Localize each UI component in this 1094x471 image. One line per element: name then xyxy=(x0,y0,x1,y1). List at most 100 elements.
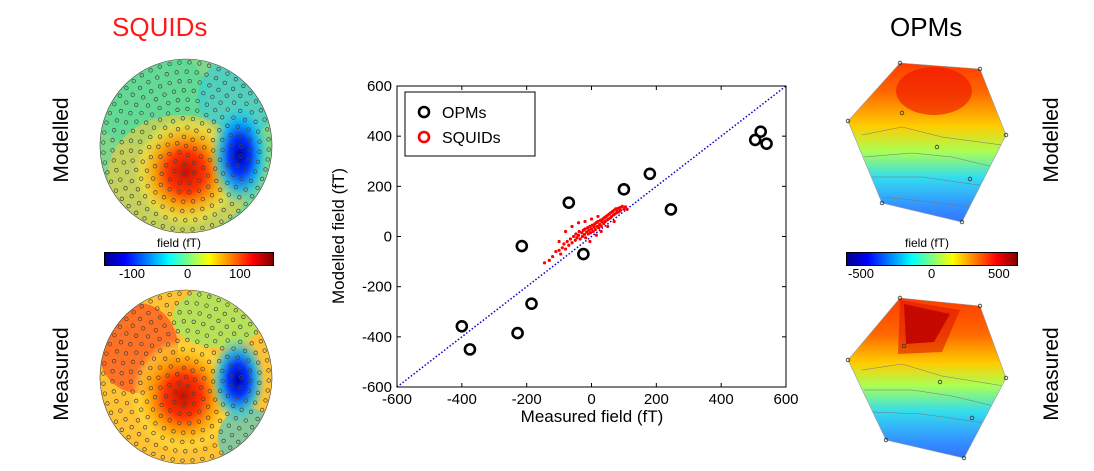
sensor-dot xyxy=(150,176,156,181)
sensor-dot xyxy=(220,402,226,407)
squid-point xyxy=(565,239,569,244)
sensor-dot xyxy=(225,354,230,359)
sensor-dot xyxy=(145,414,150,420)
squid-point xyxy=(563,247,568,251)
sensor-dot xyxy=(112,332,117,338)
sensor-dot xyxy=(187,411,192,417)
sensor-dot xyxy=(148,154,154,160)
sensor-dot xyxy=(187,60,192,65)
squid-point xyxy=(583,227,587,231)
sensor-dot xyxy=(187,291,192,296)
sensor-dot xyxy=(219,450,224,455)
sensor-dot xyxy=(148,365,153,371)
sensor-dot xyxy=(129,425,134,430)
sensor-dot xyxy=(123,417,128,422)
sensor-dot xyxy=(128,379,134,384)
legend-opms-label: OPMs xyxy=(442,105,486,122)
sensor-dot xyxy=(130,323,135,328)
sensor-dot xyxy=(184,300,189,305)
opm-point xyxy=(754,125,768,138)
sensor-dot xyxy=(134,119,139,124)
sensor-dot xyxy=(209,454,215,459)
squid-point xyxy=(591,229,595,234)
squid-point xyxy=(594,233,598,237)
squids-colorbar-tick-pos: 100 xyxy=(229,266,251,281)
sensor-dot xyxy=(206,184,211,189)
sensor-dot xyxy=(113,188,119,193)
sensor-dot xyxy=(156,375,161,380)
sensor-dot xyxy=(253,350,258,355)
sensor-dot xyxy=(148,385,154,391)
legend-opms-marker xyxy=(417,105,431,119)
sensor-dot xyxy=(177,310,182,315)
sensor-dot xyxy=(243,398,249,403)
sensor-dot xyxy=(181,88,186,93)
sensor-dot xyxy=(248,378,253,383)
y-tick-label: -400 xyxy=(362,329,392,346)
sensor-dot xyxy=(201,321,206,327)
sensor-dot xyxy=(212,443,217,448)
sensor-dot xyxy=(182,162,187,167)
sensor-dot xyxy=(230,317,236,322)
sensor-dot xyxy=(107,110,113,116)
sensor-dot xyxy=(225,71,230,76)
squids-modelled-topomap xyxy=(99,58,273,234)
sensor-dot xyxy=(218,388,223,393)
scatter-chart: -600 -400 -200 0 200 400 600 -600 -400 -200 0 200 40… xyxy=(329,78,799,426)
sensor-dot xyxy=(124,85,129,91)
sensor-dot xyxy=(157,84,163,89)
sensor-dot xyxy=(184,69,189,74)
sensor-dot xyxy=(151,356,157,361)
y-tick-label: 600 xyxy=(367,78,392,95)
sensor-dot xyxy=(138,149,143,154)
sensor-dot xyxy=(141,95,146,100)
sensor-dot xyxy=(161,195,167,200)
sensor-dot xyxy=(192,146,197,151)
sensor-dot xyxy=(143,194,148,199)
sensor-dot xyxy=(171,89,177,94)
sensor-dot xyxy=(164,303,169,308)
sensor-dot xyxy=(206,359,212,364)
sensor-dot xyxy=(265,127,270,132)
sensor-dot xyxy=(167,311,172,317)
squid-point xyxy=(568,237,573,241)
sensor-dot xyxy=(266,137,271,142)
sensor-dot xyxy=(157,348,163,353)
sensor-dot xyxy=(192,170,197,175)
sensor-dot xyxy=(225,393,231,398)
sensor-dot xyxy=(134,167,139,173)
sensor-dot xyxy=(117,93,123,98)
sensor-dot xyxy=(185,356,190,361)
sensor-dot xyxy=(147,144,152,150)
sensor-dot xyxy=(101,140,106,145)
sensor-dot xyxy=(120,129,126,135)
sensor-dot xyxy=(140,360,145,366)
sensor-dot xyxy=(197,80,202,85)
sensor-dot xyxy=(181,430,186,435)
sensor-dot xyxy=(256,360,261,365)
sensor-dot xyxy=(257,370,262,375)
sensor-dot xyxy=(257,380,262,385)
sensor-dot xyxy=(145,206,150,212)
sensor-dot xyxy=(239,176,244,181)
opms-modelled-label: Modelled xyxy=(1040,97,1063,183)
opm-point xyxy=(643,167,657,181)
sensor-dot xyxy=(248,91,253,96)
sensor-dot xyxy=(204,343,209,349)
sensor-dot xyxy=(228,133,233,138)
opm-point xyxy=(562,196,576,209)
opm-point xyxy=(760,137,773,150)
sensor-dot xyxy=(128,148,134,153)
sensor-dot xyxy=(246,127,251,132)
squid-point xyxy=(589,227,594,231)
sensor-dot xyxy=(238,108,243,114)
sensor-dot xyxy=(137,85,143,91)
sensor-dot xyxy=(204,333,210,338)
sensor-dot xyxy=(255,416,260,422)
sensor-dot xyxy=(211,119,217,124)
sensor-dot xyxy=(238,339,243,345)
sensor-dot xyxy=(142,216,147,221)
sensor-dot xyxy=(111,158,116,163)
sensor-dot xyxy=(210,94,215,100)
sensor-dot xyxy=(190,430,196,435)
